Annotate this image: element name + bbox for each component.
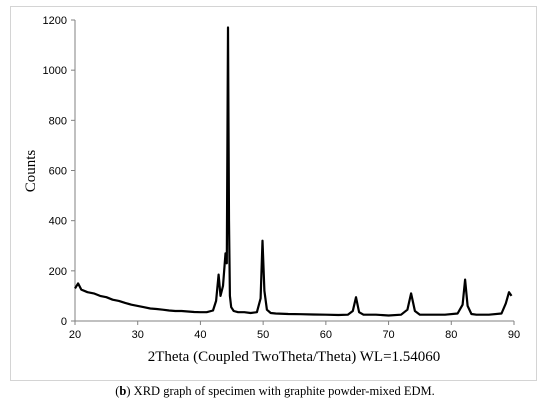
xrd-chart: 0 200 400 600 800 1000 1200 20 30 40 50 60 70 80 90 2T… <box>23 15 521 365</box>
y-axis-label: Counts <box>23 150 39 193</box>
plot-area: 0 200 400 600 800 1000 1200 20 30 40 50 60 70 80 90 <box>43 15 521 341</box>
x-tick-label: 40 <box>194 329 206 341</box>
xrd-series-line <box>74 26 513 317</box>
y-tick-label: 1200 <box>43 15 67 27</box>
y-tick-label: 0 <box>61 316 67 328</box>
x-tick-label: 70 <box>382 329 394 341</box>
x-tick-label: 50 <box>257 329 269 341</box>
caption-label: b <box>119 384 127 398</box>
x-tick-label: 20 <box>69 329 81 341</box>
x-axis-label: 2Theta (Coupled TwoTheta/Theta) WL=1.540… <box>148 349 441 365</box>
x-tick-label: 90 <box>508 329 520 341</box>
y-tick-label: 800 <box>49 115 67 127</box>
y-tick-label: 200 <box>49 266 67 278</box>
x-tick-label: 60 <box>320 329 332 341</box>
y-tick-label: 400 <box>49 216 67 228</box>
x-tick-label: 30 <box>132 329 144 341</box>
figure-caption: (b) XRD graph of specimen with graphite … <box>115 384 435 398</box>
y-tick-label: 1000 <box>43 65 67 77</box>
y-tick-label: 600 <box>49 166 67 178</box>
x-tick-label: 80 <box>445 329 457 341</box>
caption-text: XRD graph of specimen with graphite powd… <box>133 384 435 398</box>
figure-frame <box>10 6 537 381</box>
